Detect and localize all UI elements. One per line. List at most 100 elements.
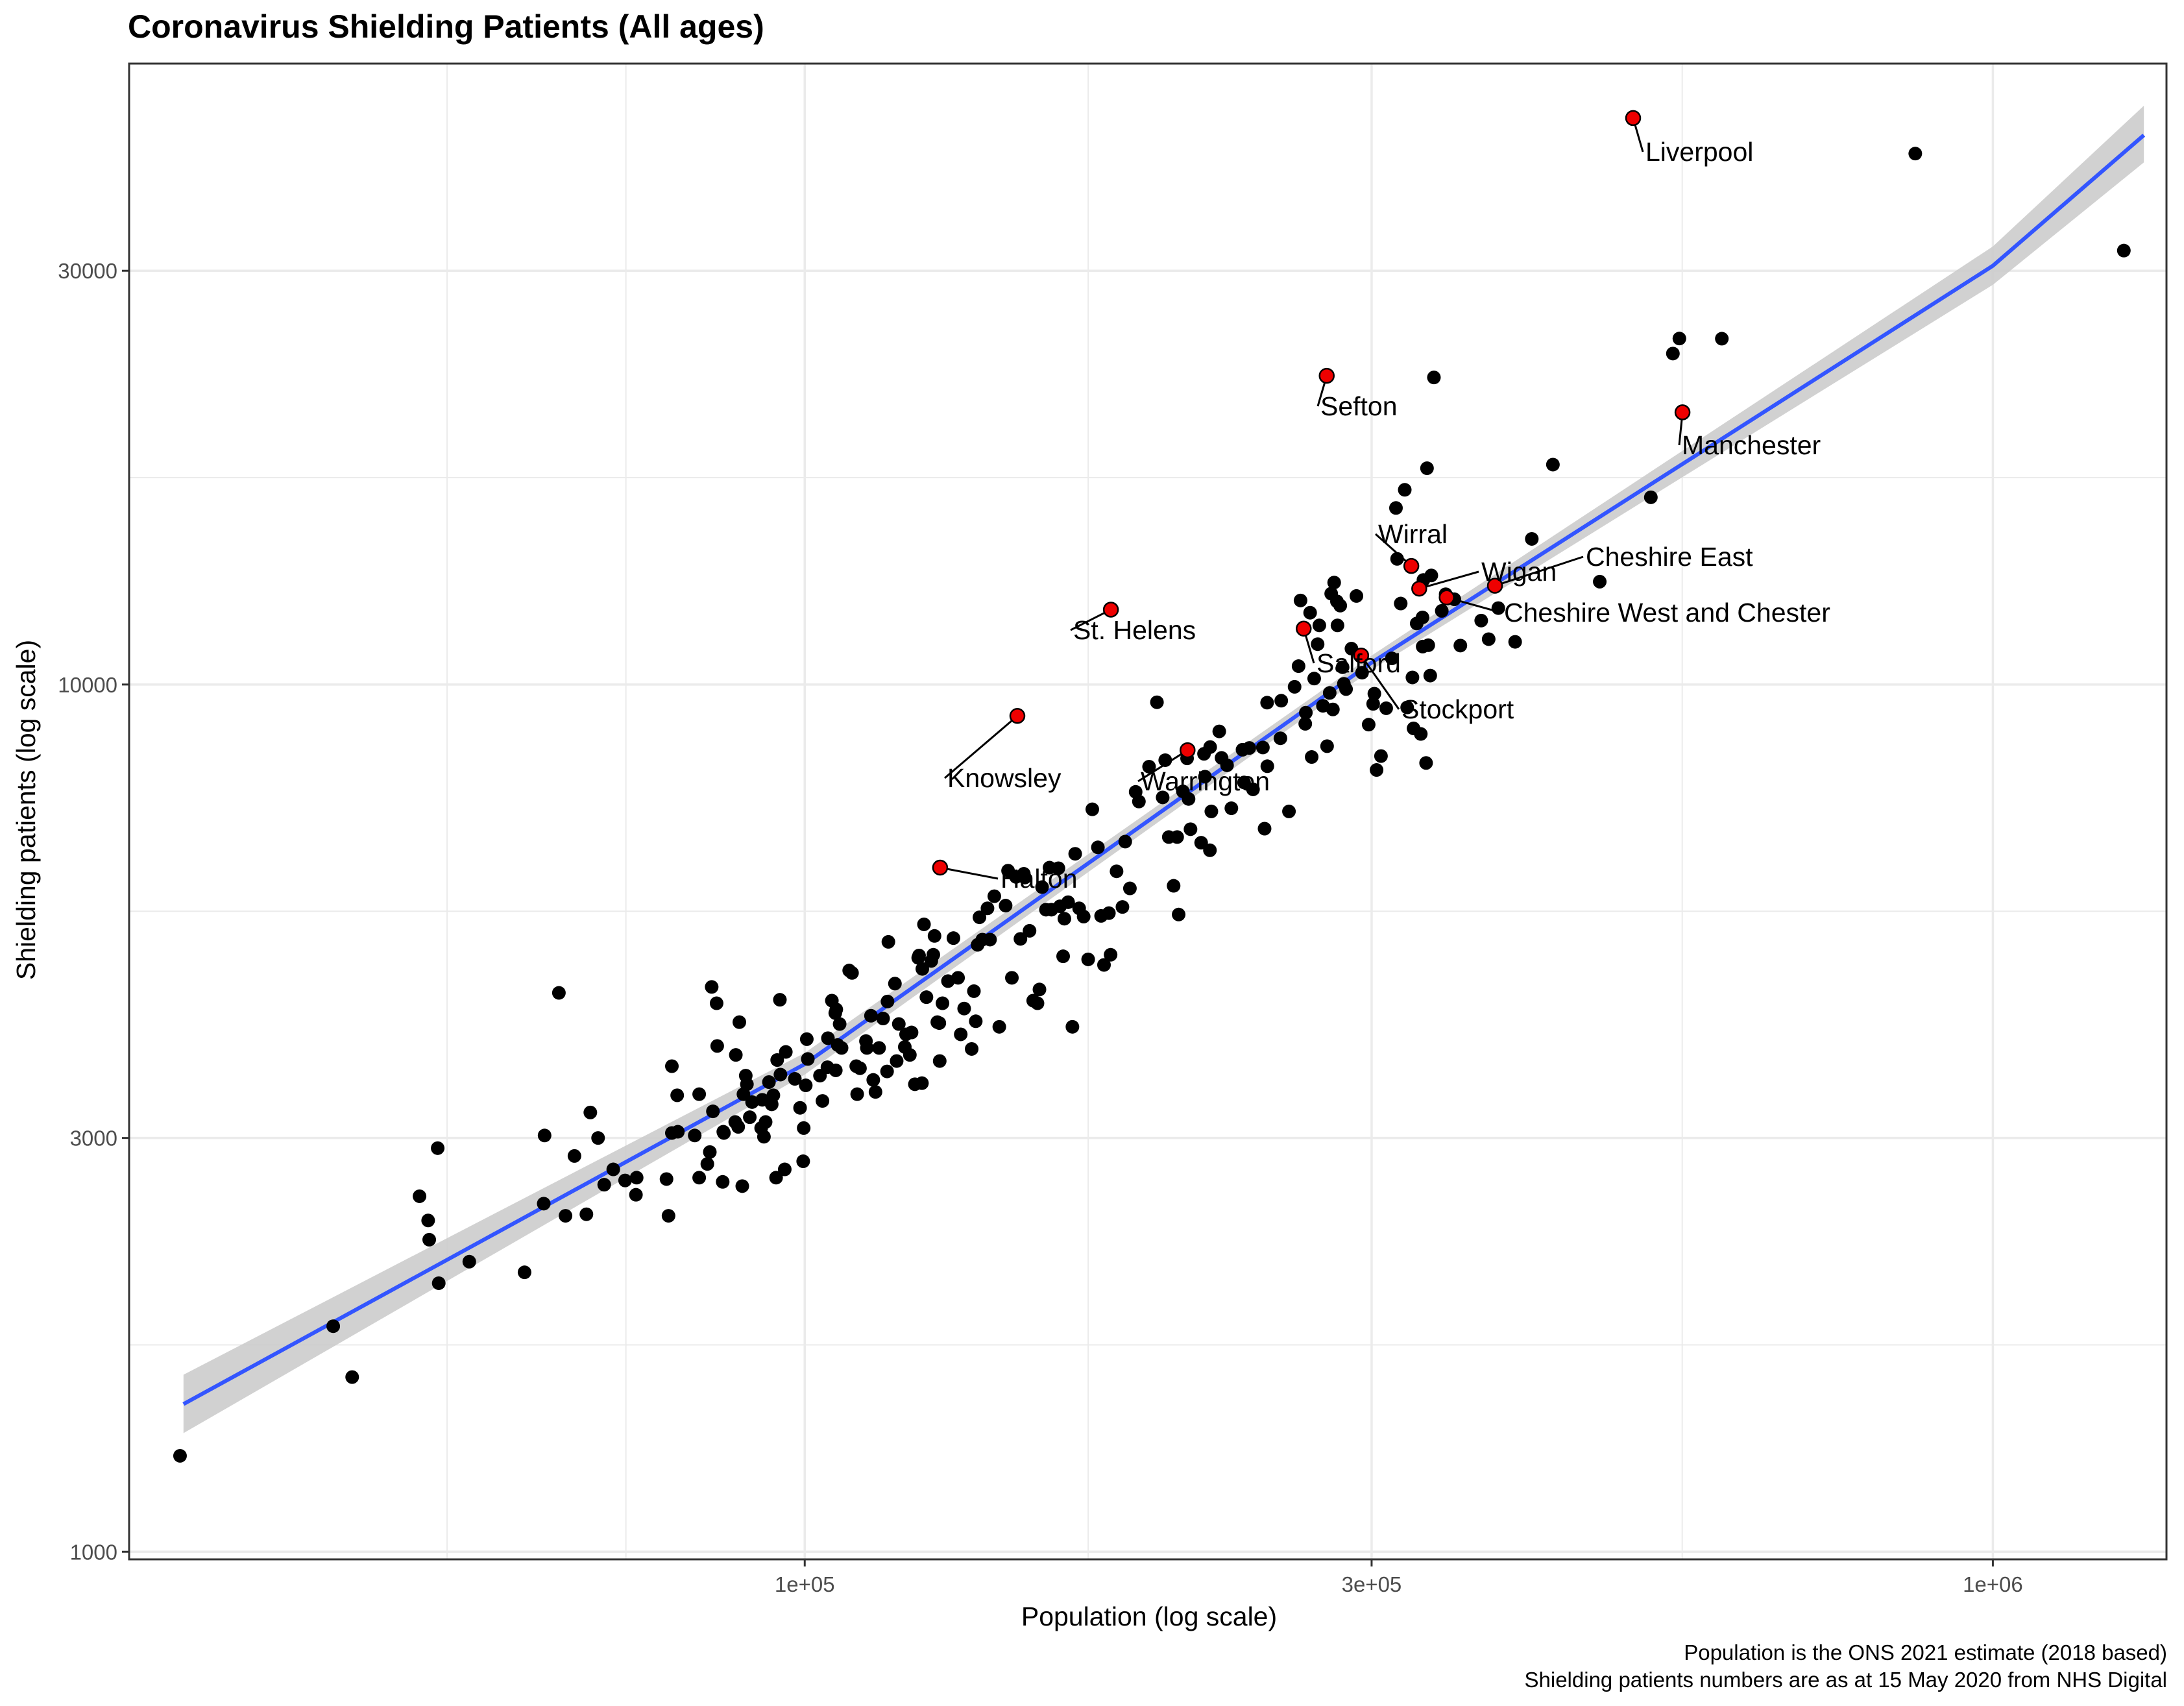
data-point	[629, 1188, 643, 1202]
label-sefton: Sefton	[1320, 391, 1398, 421]
leader-line	[1360, 655, 1400, 710]
leader-line	[1446, 596, 1502, 614]
data-point	[1370, 763, 1384, 777]
highlighted-point	[1009, 708, 1026, 724]
data-point	[987, 889, 1001, 903]
data-point	[1030, 996, 1045, 1010]
data-point	[915, 1076, 929, 1090]
data-point	[591, 1131, 605, 1145]
data-point	[770, 1053, 784, 1067]
label-cheshire-west: Cheshire West and Chester	[1504, 598, 1830, 628]
data-point	[1102, 906, 1116, 920]
highlighted-point	[1403, 557, 1420, 574]
data-point	[1491, 601, 1505, 615]
plot-panel	[129, 64, 2166, 1559]
data-points	[173, 147, 2131, 1463]
y-tick-label: 3000	[70, 1127, 117, 1151]
x-axis-label: Population (log scale)	[1021, 1602, 1277, 1631]
data-point	[1333, 598, 1348, 613]
data-point	[1327, 576, 1341, 590]
data-point	[1260, 696, 1274, 710]
data-point	[1415, 610, 1429, 624]
data-point	[1220, 758, 1234, 772]
data-point	[671, 1125, 685, 1139]
data-point	[706, 1104, 720, 1119]
data-point	[606, 1162, 620, 1176]
data-point	[1350, 589, 1364, 603]
data-point	[769, 1171, 783, 1185]
data-point	[1326, 702, 1340, 716]
label-cheshire-east: Cheshire East	[1586, 542, 1753, 572]
point-labels: Liverpool Sefton Manchester Wirral Wigan…	[947, 137, 1830, 894]
data-point	[1423, 668, 1437, 683]
data-point	[1420, 461, 1434, 476]
data-point	[762, 1075, 776, 1090]
data-point	[880, 1064, 894, 1078]
data-point	[1307, 672, 1321, 686]
data-point	[431, 1276, 446, 1290]
highlighted-point	[932, 859, 949, 876]
data-point	[1405, 670, 1420, 685]
confidence-band	[183, 105, 2144, 1433]
data-point	[1156, 790, 1170, 805]
data-point	[1224, 801, 1239, 816]
data-point	[799, 1078, 813, 1093]
data-point	[799, 1032, 814, 1046]
data-point	[999, 899, 1013, 913]
data-point	[1427, 371, 1441, 385]
data-point	[890, 1054, 904, 1068]
data-point	[1203, 843, 1217, 857]
data-point	[829, 1003, 843, 1017]
data-point	[709, 996, 723, 1010]
data-point	[860, 1041, 874, 1055]
data-point	[888, 977, 902, 991]
data-point	[917, 917, 931, 931]
y-tick-label: 30000	[58, 259, 117, 283]
data-point	[1355, 666, 1369, 680]
data-point	[665, 1059, 679, 1073]
data-point	[743, 1110, 757, 1125]
data-point	[1204, 804, 1219, 818]
data-point	[864, 1008, 878, 1023]
data-point	[326, 1319, 341, 1334]
chart-title: Coronavirus Shielding Patients (All ages…	[128, 8, 764, 45]
data-point	[1158, 753, 1172, 767]
data-point	[1366, 697, 1380, 711]
data-point	[757, 1130, 771, 1144]
data-point	[1715, 332, 1729, 346]
data-point	[629, 1171, 644, 1185]
label-leaders	[940, 117, 1684, 880]
data-point	[1374, 749, 1388, 763]
data-point	[1256, 740, 1270, 755]
data-point	[1385, 652, 1399, 666]
data-point	[1032, 982, 1047, 997]
data-point	[758, 1115, 773, 1129]
data-point	[1170, 830, 1184, 844]
highlighted-point	[1318, 367, 1335, 384]
data-point	[845, 966, 859, 980]
data-point	[1068, 847, 1082, 861]
highlighted-point	[1674, 404, 1691, 420]
y-tick-label: 1000	[70, 1540, 117, 1564]
data-point	[1017, 870, 1032, 884]
data-point	[1367, 687, 1381, 701]
y-axis-label: Shielding patients (log scale)	[11, 640, 41, 980]
data-point	[1414, 727, 1428, 741]
data-point	[670, 1088, 685, 1103]
data-point	[904, 1025, 919, 1040]
data-point	[692, 1171, 707, 1185]
regression-line	[182, 134, 2146, 1406]
data-point	[951, 971, 965, 985]
data-point	[1035, 880, 1049, 894]
label-halton: Halton	[1001, 864, 1078, 894]
x-tick-label: 3e+05	[1342, 1572, 1402, 1596]
x-tick-label: 1e+05	[775, 1572, 835, 1596]
data-point	[2117, 243, 2131, 258]
label-stockport: Stockport	[1401, 694, 1514, 724]
label-knowsley: Knowsley	[947, 763, 1062, 793]
data-point	[1291, 659, 1305, 674]
data-point	[422, 1232, 437, 1247]
data-point	[703, 1145, 717, 1159]
data-point	[733, 1015, 747, 1029]
data-point	[1298, 716, 1313, 731]
